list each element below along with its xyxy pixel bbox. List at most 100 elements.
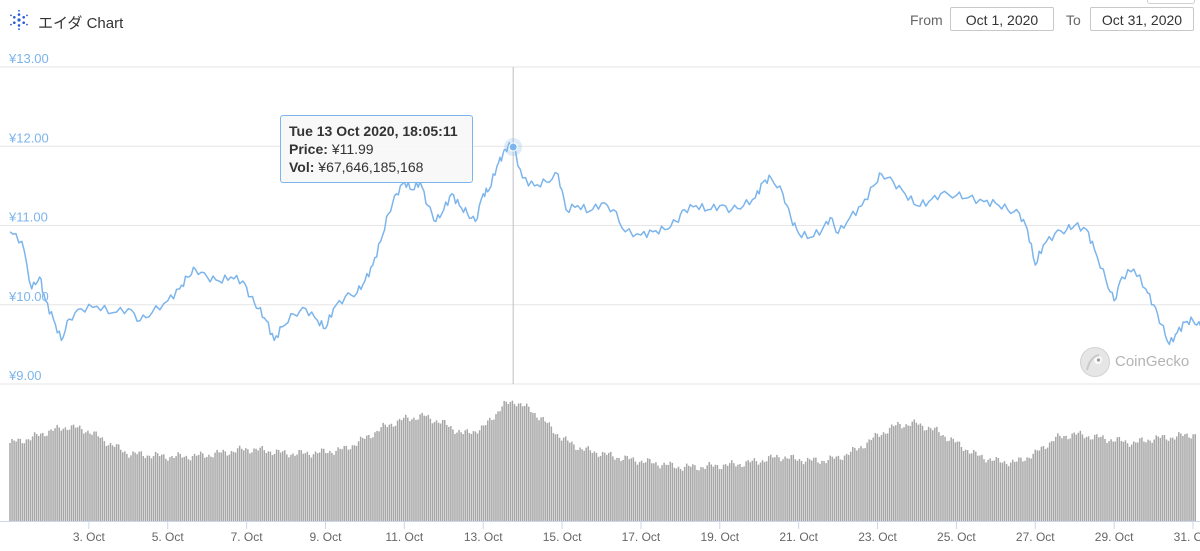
volume-bar-92	[197, 454, 200, 521]
volume-bar-370	[767, 456, 770, 521]
volume-bar-532	[1100, 436, 1102, 521]
volume-bar-251	[523, 405, 526, 521]
volume-bar-63	[138, 451, 140, 521]
volume-bar-13	[35, 433, 38, 521]
volume-bar-389	[806, 457, 809, 521]
volume-bar-266	[554, 434, 557, 521]
volume-bar-158	[333, 454, 335, 521]
volume-bar-256	[534, 413, 536, 521]
volume-bar-385	[798, 458, 801, 521]
volume-bar-184	[386, 426, 389, 521]
chart-header: エイダ Chart From Oct 1, 2020 To Oct 31, 20…	[0, 0, 1200, 40]
volume-bar-78	[169, 457, 171, 521]
volume-bar-71	[154, 451, 157, 521]
volume-bar-418	[866, 442, 868, 521]
tooltip-price-label: Price:	[289, 141, 328, 157]
volume-bar-1	[11, 438, 13, 521]
volume-bar-146	[308, 454, 311, 521]
header-tab[interactable]	[1147, 0, 1195, 4]
volume-bar-204	[427, 414, 430, 521]
volume-bar-555	[1147, 439, 1149, 521]
volume-bar-348	[722, 464, 725, 521]
volume-bar-6	[21, 443, 24, 521]
volume-bar-470	[973, 450, 975, 521]
volume-bar-36	[83, 433, 85, 521]
y-tick-label-2: ¥11.00	[8, 210, 48, 225]
volume-bar-501	[1036, 450, 1039, 521]
hover-point[interactable]	[508, 142, 518, 152]
volume-bar-8	[25, 439, 28, 521]
to-label: To	[1066, 12, 1081, 28]
volume-bar-478	[989, 458, 991, 521]
volume-bar-533	[1102, 435, 1104, 521]
volume-bar-297	[618, 457, 620, 521]
volume-bar-339	[704, 468, 706, 521]
volume-bar-103	[220, 452, 222, 521]
volume-bar-472	[977, 455, 979, 521]
volume-bar-191	[400, 420, 403, 521]
volume-bar-49	[109, 442, 112, 521]
volume-bar-428	[886, 433, 889, 521]
volume-bar-159	[335, 450, 337, 521]
volume-bar-54	[119, 449, 122, 521]
volume-bar-502	[1038, 450, 1041, 521]
volume-bar-336	[698, 470, 700, 521]
volume-bar-106	[226, 455, 229, 521]
volume-bar-145	[306, 451, 309, 521]
volume-bar-186	[390, 423, 393, 521]
volume-bar-413	[856, 450, 858, 521]
volume-bar-67	[146, 455, 149, 521]
volume-bar-68	[148, 455, 151, 521]
volume-bar-98	[210, 456, 212, 521]
volume-bar-29	[68, 429, 71, 521]
volume-bar-30	[70, 425, 73, 521]
volume-bar-539	[1114, 441, 1116, 521]
volume-bar-265	[552, 433, 555, 521]
volume-bar-362	[751, 460, 754, 521]
volume-bar-337	[700, 467, 702, 521]
volume-bar-249	[519, 403, 522, 521]
volume-bar-101	[216, 449, 218, 521]
volume-bar-566	[1169, 437, 1172, 521]
volume-bar-86	[185, 455, 188, 521]
tooltip-vol-label: Vol:	[289, 159, 315, 175]
volume-bar-90	[193, 453, 196, 521]
volume-bar-173	[363, 438, 366, 521]
volume-bar-194	[407, 417, 409, 521]
volume-bar-88	[189, 460, 192, 521]
volume-bar-497	[1028, 457, 1030, 521]
volume-bar-559	[1155, 435, 1157, 521]
volume-bar-343	[712, 466, 715, 521]
volume-bar-414	[858, 448, 860, 521]
volume-bar-435	[901, 428, 903, 521]
volume-bar-153	[322, 448, 325, 521]
volume-bar-393	[815, 457, 817, 521]
volume-bar-314	[653, 463, 655, 521]
volume-bar-42	[95, 431, 97, 521]
volume-bar-60	[132, 451, 134, 521]
volume-bar-195	[409, 421, 411, 521]
volume-bar-94	[202, 453, 204, 521]
volume-bar-57	[126, 453, 128, 521]
volume-bar-550	[1137, 442, 1139, 521]
from-date-input[interactable]: Oct 1, 2020	[950, 7, 1054, 31]
volume-bar-346	[718, 469, 721, 521]
volume-bar-110	[234, 452, 237, 521]
x-tick-label-6: 15. Oct	[543, 530, 582, 544]
volume-bar-576	[1190, 438, 1192, 521]
to-date-input[interactable]: Oct 31, 2020	[1090, 7, 1194, 31]
volume-bar-375	[778, 457, 780, 521]
volume-bar-553	[1143, 441, 1145, 521]
volume-bar-526	[1087, 436, 1090, 521]
volume-bar-238	[497, 411, 499, 521]
volume-bars	[9, 400, 1196, 521]
volume-bar-274	[571, 441, 573, 521]
volume-bar-212	[443, 420, 446, 521]
volume-bar-298	[620, 461, 622, 521]
volume-bar-365	[757, 464, 760, 521]
volume-bar-241	[503, 400, 505, 521]
volume-bar-56	[124, 451, 126, 521]
volume-bar-147	[310, 457, 313, 521]
volume-bar-264	[550, 426, 553, 521]
